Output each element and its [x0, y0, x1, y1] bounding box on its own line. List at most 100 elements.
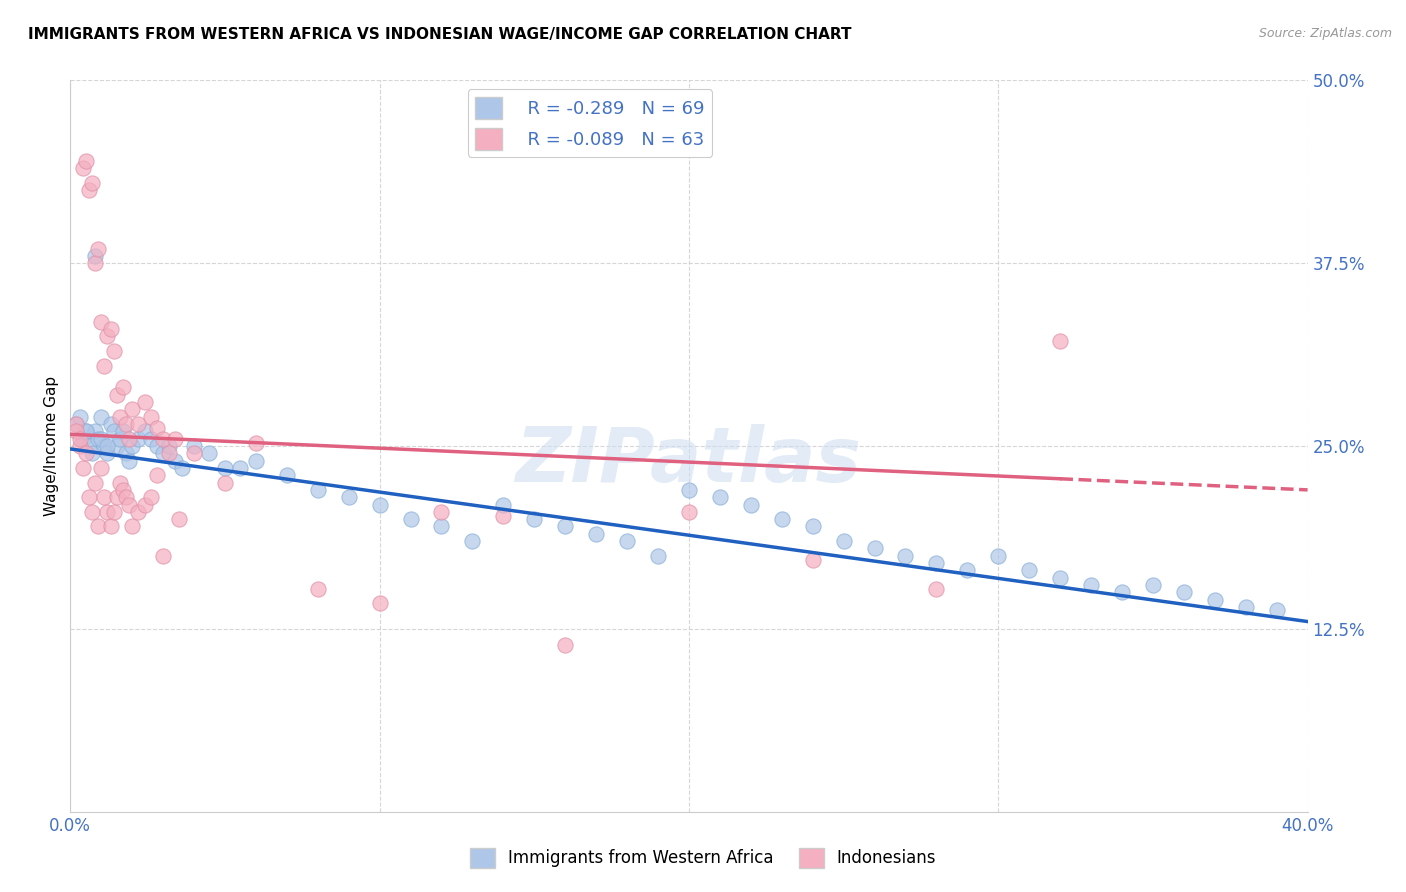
Point	[77, 183, 100, 197]
Point	[1234, 599, 1257, 614]
Point	[863, 541, 886, 556]
Point	[87, 242, 110, 256]
Point	[157, 439, 180, 453]
Point	[96, 446, 118, 460]
Point	[276, 468, 298, 483]
Point	[430, 519, 453, 533]
Point	[1049, 334, 1071, 348]
Point	[925, 556, 948, 570]
Point	[492, 498, 515, 512]
Point	[368, 498, 391, 512]
Point	[100, 417, 122, 431]
Point	[93, 359, 115, 373]
Point	[801, 519, 824, 533]
Point	[399, 512, 422, 526]
Point	[105, 388, 128, 402]
Point	[108, 432, 131, 446]
Point	[146, 421, 169, 435]
Y-axis label: Wage/Income Gap: Wage/Income Gap	[44, 376, 59, 516]
Point	[956, 563, 979, 577]
Point	[647, 549, 669, 563]
Point	[554, 638, 576, 652]
Point	[72, 161, 94, 175]
Point	[121, 439, 143, 453]
Point	[1049, 571, 1071, 585]
Point	[77, 439, 100, 453]
Point	[461, 534, 484, 549]
Point	[307, 582, 329, 597]
Point	[90, 432, 112, 446]
Point	[87, 432, 110, 446]
Point	[801, 553, 824, 567]
Point	[146, 439, 169, 453]
Point	[84, 425, 107, 439]
Point	[245, 453, 267, 467]
Point	[103, 505, 125, 519]
Point	[1265, 603, 1288, 617]
Point	[105, 490, 128, 504]
Point	[118, 432, 141, 446]
Point	[111, 380, 134, 394]
Point	[90, 315, 112, 329]
Point	[430, 505, 453, 519]
Point	[69, 432, 91, 446]
Point	[585, 526, 607, 541]
Point	[925, 582, 948, 597]
Point	[100, 322, 122, 336]
Point	[108, 475, 131, 490]
Point	[108, 409, 131, 424]
Point	[103, 425, 125, 439]
Point	[554, 519, 576, 533]
Point	[134, 498, 156, 512]
Point	[75, 153, 97, 168]
Point	[165, 432, 187, 446]
Point	[740, 498, 762, 512]
Point	[170, 461, 193, 475]
Point	[75, 425, 97, 439]
Point	[121, 402, 143, 417]
Point	[1204, 592, 1226, 607]
Point	[157, 446, 180, 460]
Point	[368, 595, 391, 609]
Point	[77, 490, 100, 504]
Point	[80, 446, 103, 460]
Point	[134, 425, 156, 439]
Point	[165, 453, 187, 467]
Point	[69, 439, 91, 453]
Point	[90, 409, 112, 424]
Point	[93, 439, 115, 453]
Point	[678, 505, 700, 519]
Point	[65, 417, 87, 431]
Point	[894, 549, 917, 563]
Point	[80, 176, 103, 190]
Point	[1018, 563, 1040, 577]
Point	[75, 425, 97, 439]
Point	[84, 256, 107, 270]
Point	[84, 475, 107, 490]
Point	[492, 509, 515, 524]
Point	[72, 432, 94, 446]
Point	[770, 512, 793, 526]
Point	[115, 490, 138, 504]
Point	[105, 439, 128, 453]
Legend: Immigrants from Western Africa, Indonesians: Immigrants from Western Africa, Indonesi…	[463, 841, 943, 875]
Point	[111, 483, 134, 497]
Point	[115, 446, 138, 460]
Point	[127, 432, 149, 446]
Point	[72, 461, 94, 475]
Point	[214, 461, 236, 475]
Point	[616, 534, 638, 549]
Point	[65, 425, 87, 439]
Point	[90, 461, 112, 475]
Point	[96, 505, 118, 519]
Point	[118, 498, 141, 512]
Point	[987, 549, 1010, 563]
Point	[146, 468, 169, 483]
Point	[84, 249, 107, 263]
Point	[245, 436, 267, 450]
Point	[678, 483, 700, 497]
Point	[87, 519, 110, 533]
Point	[134, 395, 156, 409]
Point	[100, 519, 122, 533]
Point	[709, 490, 731, 504]
